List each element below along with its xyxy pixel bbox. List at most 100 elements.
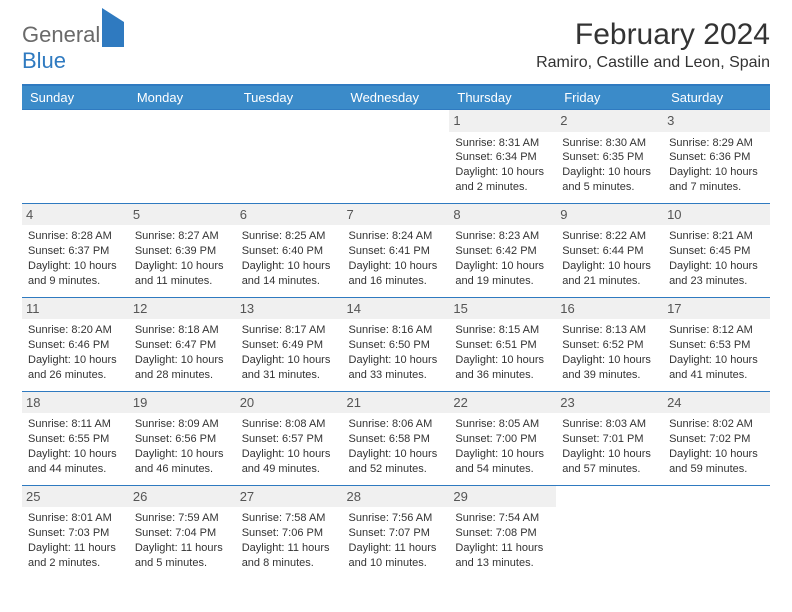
day-info: Sunrise: 8:30 AMSunset: 6:35 PMDaylight:… [562, 136, 657, 195]
calendar-table: SundayMondayTuesdayWednesdayThursdayFrid… [22, 84, 770, 579]
weekday-header: Tuesday [236, 85, 343, 110]
calendar-day [129, 110, 236, 204]
calendar-week: 4 Sunrise: 8:28 AMSunset: 6:37 PMDaylight… [22, 203, 770, 297]
day-info: Sunrise: 8:16 AMSunset: 6:50 PMDaylight:… [349, 323, 444, 382]
calendar-day [343, 110, 450, 204]
day-info: Sunrise: 8:11 AMSunset: 6:55 PMDaylight:… [28, 417, 123, 476]
calendar-day: 8Sunrise: 8:23 AMSunset: 6:42 PMDaylight… [449, 203, 556, 297]
calendar-day: 25 Sunrise: 8:01 AMSunset: 7:03 PMDayligh… [22, 485, 129, 578]
calendar-week: 1 Sunrise: 8:31 AMSunset: 6:34 PMDaylight… [22, 110, 770, 204]
day-info: Sunrise: 8:31 AMSunset: 6:34 PMDaylight:… [455, 136, 550, 195]
day-number: 3 [663, 110, 770, 132]
calendar-day: 5 Sunrise: 8:27 AMSunset: 6:39 PMDaylight… [129, 203, 236, 297]
weekday-header: Friday [556, 85, 663, 110]
calendar-week: 25 Sunrise: 8:01 AMSunset: 7:03 PMDayligh… [22, 485, 770, 578]
logo: General Blue [22, 18, 124, 74]
calendar-day: 21Sunrise: 8:06 AMSunset: 6:58 PMDayligh… [343, 391, 450, 485]
calendar-day: 19Sunrise: 8:09 AMSunset: 6:56 PMDayligh… [129, 391, 236, 485]
day-number: 17 [663, 298, 770, 320]
day-number: 11 [22, 298, 129, 320]
day-number: 15 [449, 298, 556, 320]
day-info: Sunrise: 8:15 AMSunset: 6:51 PMDaylight:… [455, 323, 550, 382]
calendar-day [236, 110, 343, 204]
location: Ramiro, Castille and Leon, Spain [536, 54, 770, 72]
day-info: Sunrise: 8:05 AMSunset: 7:00 PMDaylight:… [455, 417, 550, 476]
calendar-day: 27Sunrise: 7:58 AMSunset: 7:06 PMDayligh… [236, 485, 343, 578]
day-number: 18 [22, 392, 129, 414]
day-number: 8 [449, 204, 556, 226]
weekday-header: Monday [129, 85, 236, 110]
logo-text-general: General [22, 22, 100, 47]
calendar-week: 18 Sunrise: 8:11 AMSunset: 6:55 PMDayligh… [22, 391, 770, 485]
calendar-day: 28 Sunrise: 7:56 AMSunset: 7:07 PMDayligh… [343, 485, 450, 578]
weekday-header: Sunday [22, 85, 129, 110]
day-info: Sunrise: 7:59 AMSunset: 7:04 PMDaylight:… [135, 511, 230, 570]
calendar-day: 10Sunrise: 8:21 AMSunset: 6:45 PMDayligh… [663, 203, 770, 297]
day-info: Sunrise: 8:28 AMSunset: 6:37 PMDaylight:… [28, 229, 123, 288]
calendar-head: SundayMondayTuesdayWednesdayThursdayFrid… [22, 85, 770, 110]
day-number: 22 [449, 392, 556, 414]
day-number: 9 [556, 204, 663, 226]
day-number: 28 [343, 486, 450, 508]
day-number: 25 [22, 486, 129, 508]
day-number: 16 [556, 298, 663, 320]
calendar-week: 11 Sunrise: 8:20 AMSunset: 6:46 PMDayligh… [22, 297, 770, 391]
day-info: Sunrise: 8:01 AMSunset: 7:03 PMDaylight:… [28, 511, 123, 570]
day-number: 7 [343, 204, 450, 226]
day-info: Sunrise: 8:24 AMSunset: 6:41 PMDaylight:… [349, 229, 444, 288]
title-block: February 2024 Ramiro, Castille and Leon,… [536, 18, 770, 72]
day-number: 2 [556, 110, 663, 132]
day-number: 14 [343, 298, 450, 320]
calendar-day: 20 Sunrise: 8:08 AMSunset: 6:57 PMDayligh… [236, 391, 343, 485]
day-number: 5 [129, 204, 236, 226]
day-number: 23 [556, 392, 663, 414]
day-info: Sunrise: 8:29 AMSunset: 6:36 PMDaylight:… [669, 136, 764, 195]
day-info: Sunrise: 7:54 AMSunset: 7:08 PMDaylight:… [455, 511, 550, 570]
calendar-day: 26 Sunrise: 7:59 AMSunset: 7:04 PMDayligh… [129, 485, 236, 578]
header: General Blue February 2024 Ramiro, Casti… [22, 18, 770, 74]
calendar-day: 17Sunrise: 8:12 AMSunset: 6:53 PMDayligh… [663, 297, 770, 391]
weekday-header: Saturday [663, 85, 770, 110]
calendar-day: 2 Sunrise: 8:30 AMSunset: 6:35 PMDaylight… [556, 110, 663, 204]
calendar-day: 7 Sunrise: 8:24 AMSunset: 6:41 PMDaylight… [343, 203, 450, 297]
day-info: Sunrise: 8:13 AMSunset: 6:52 PMDaylight:… [562, 323, 657, 382]
month-title: February 2024 [536, 18, 770, 52]
calendar-day: 1 Sunrise: 8:31 AMSunset: 6:34 PMDaylight… [449, 110, 556, 204]
calendar-day [22, 110, 129, 204]
day-info: Sunrise: 8:25 AMSunset: 6:40 PMDaylight:… [242, 229, 337, 288]
calendar-day: 24 Sunrise: 8:02 AMSunset: 7:02 PMDayligh… [663, 391, 770, 485]
day-info: Sunrise: 8:18 AMSunset: 6:47 PMDaylight:… [135, 323, 230, 382]
calendar-day: 18 Sunrise: 8:11 AMSunset: 6:55 PMDayligh… [22, 391, 129, 485]
calendar-day: 4 Sunrise: 8:28 AMSunset: 6:37 PMDaylight… [22, 203, 129, 297]
day-number: 26 [129, 486, 236, 508]
day-info: Sunrise: 8:17 AMSunset: 6:49 PMDaylight:… [242, 323, 337, 382]
day-number: 27 [236, 486, 343, 508]
day-number: 1 [449, 110, 556, 132]
sail-icon [102, 8, 124, 47]
day-number: 4 [22, 204, 129, 226]
day-number: 6 [236, 204, 343, 226]
calendar-day: 12Sunrise: 8:18 AMSunset: 6:47 PMDayligh… [129, 297, 236, 391]
calendar-day: 16 Sunrise: 8:13 AMSunset: 6:52 PMDayligh… [556, 297, 663, 391]
calendar-day: 29Sunrise: 7:54 AMSunset: 7:08 PMDayligh… [449, 485, 556, 578]
calendar-day: 22 Sunrise: 8:05 AMSunset: 7:00 PMDayligh… [449, 391, 556, 485]
day-info: Sunrise: 8:02 AMSunset: 7:02 PMDaylight:… [669, 417, 764, 476]
logo-text-blue: Blue [22, 48, 66, 73]
calendar-day: 3 Sunrise: 8:29 AMSunset: 6:36 PMDaylight… [663, 110, 770, 204]
day-info: Sunrise: 8:20 AMSunset: 6:46 PMDaylight:… [28, 323, 123, 382]
calendar-day [556, 485, 663, 578]
day-info: Sunrise: 8:08 AMSunset: 6:57 PMDaylight:… [242, 417, 337, 476]
day-info: Sunrise: 8:06 AMSunset: 6:58 PMDaylight:… [349, 417, 444, 476]
calendar-day [663, 485, 770, 578]
calendar-day: 14 Sunrise: 8:16 AMSunset: 6:50 PMDayligh… [343, 297, 450, 391]
calendar-day: 23 Sunrise: 8:03 AMSunset: 7:01 PMDayligh… [556, 391, 663, 485]
day-info: Sunrise: 8:27 AMSunset: 6:39 PMDaylight:… [135, 229, 230, 288]
calendar-body: 1 Sunrise: 8:31 AMSunset: 6:34 PMDaylight… [22, 110, 770, 579]
day-number: 19 [129, 392, 236, 414]
day-info: Sunrise: 7:56 AMSunset: 7:07 PMDaylight:… [349, 511, 444, 570]
calendar-day: 15 Sunrise: 8:15 AMSunset: 6:51 PMDayligh… [449, 297, 556, 391]
day-number: 20 [236, 392, 343, 414]
day-info: Sunrise: 8:21 AMSunset: 6:45 PMDaylight:… [669, 229, 764, 288]
day-number: 24 [663, 392, 770, 414]
day-info: Sunrise: 8:03 AMSunset: 7:01 PMDaylight:… [562, 417, 657, 476]
